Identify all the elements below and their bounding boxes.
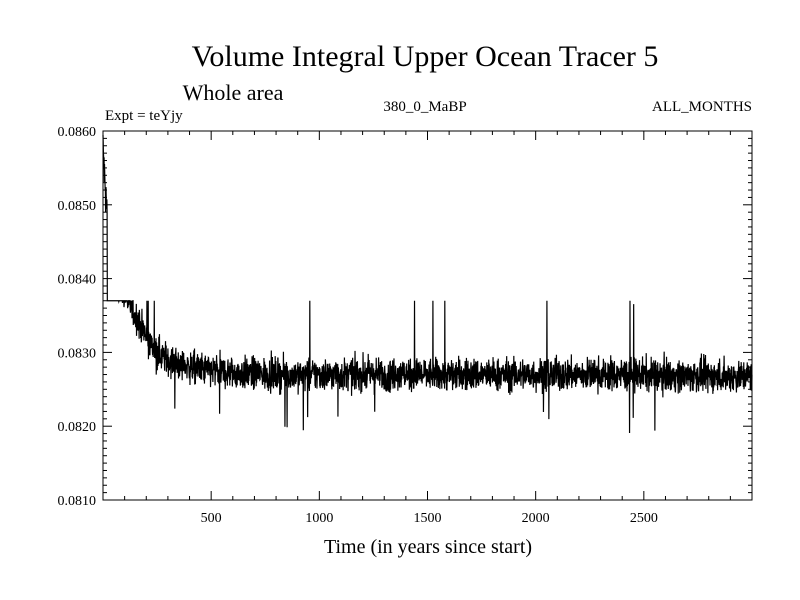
axis-ticks: [103, 130, 752, 501]
x-tick-label: 1500: [414, 511, 442, 526]
y-tick-label: 0.0810: [58, 494, 97, 509]
x-tick-label: 1000: [305, 511, 333, 526]
header-center: 380_0_MaBP: [383, 99, 466, 115]
x-tick-label: 2500: [630, 511, 658, 526]
y-tick-label: 0.0840: [58, 273, 97, 288]
x-tick-label: 2000: [522, 511, 550, 526]
x-axis-labels: 500 1000 1500 2000 2500: [201, 511, 658, 526]
y-tick-label: 0.0850: [58, 199, 97, 214]
plot-area: 0.0810 0.0820 0.0830 0.0840 0.0850 0.0860 500…: [58, 125, 753, 526]
x-axis-label: Time (in years since start): [324, 536, 532, 558]
chart-title: Volume Integral Upper Ocean Tracer 5: [192, 40, 659, 73]
y-tick-label: 0.0860: [58, 125, 97, 140]
header-right: ALL_MONTHS: [652, 99, 752, 115]
y-tick-label: 0.0820: [58, 420, 97, 435]
y-tick-label: 0.0830: [58, 346, 97, 361]
chart-subtitle: Whole area: [183, 80, 284, 105]
header-left: Expt = teYjy: [105, 108, 183, 124]
series-line-tracer-5: [102, 135, 753, 433]
y-axis-labels: 0.0810 0.0820 0.0830 0.0840 0.0850 0.0860: [58, 125, 97, 509]
plot-frame: [102, 130, 753, 501]
x-tick-label: 500: [201, 511, 222, 526]
